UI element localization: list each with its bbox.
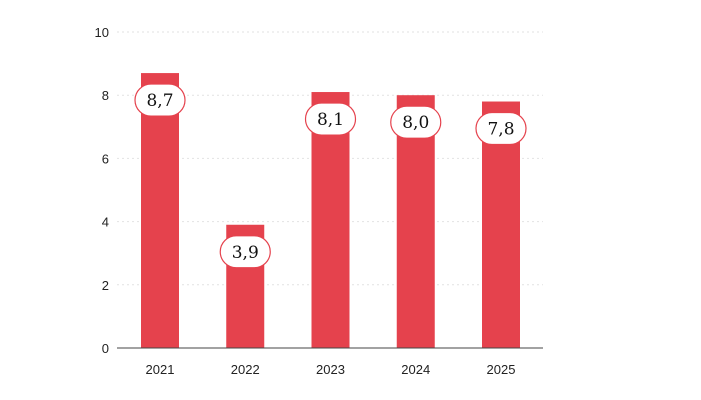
data-labels: 8,7 3,9 8,1 8,0 7,8 <box>134 83 527 269</box>
data-label-pill <box>134 83 186 117</box>
bar-2021 <box>141 73 179 348</box>
data-label: 8,1 <box>317 110 344 130</box>
x-tick-label: 2025 <box>487 362 516 377</box>
y-tick-label: 2 <box>102 278 109 293</box>
y-tick-label: 0 <box>102 341 109 356</box>
data-label-pill <box>219 235 271 269</box>
data-label: 8,0 <box>402 113 429 133</box>
x-tick-label: 2024 <box>401 362 430 377</box>
y-axis-ticks: 0 2 4 6 8 10 <box>95 25 109 356</box>
y-tick-label: 6 <box>102 151 109 166</box>
y-tick-label: 4 <box>102 215 109 230</box>
y-tick-label: 8 <box>102 88 109 103</box>
data-label-pill <box>475 111 527 146</box>
x-tick-label: 2022 <box>231 362 260 377</box>
data-label-pill <box>304 102 357 136</box>
x-tick-label: 2023 <box>316 362 345 377</box>
data-label: 8,7 <box>146 91 173 111</box>
data-label: 7,8 <box>487 120 514 140</box>
x-axis-ticks: 2021 2022 2023 2024 2025 <box>146 362 516 377</box>
y-tick-label: 10 <box>95 25 109 40</box>
data-label-pill <box>390 105 442 139</box>
data-label: 3,9 <box>232 243 259 263</box>
x-tick-label: 2021 <box>146 362 175 377</box>
gridlines <box>117 31 543 286</box>
